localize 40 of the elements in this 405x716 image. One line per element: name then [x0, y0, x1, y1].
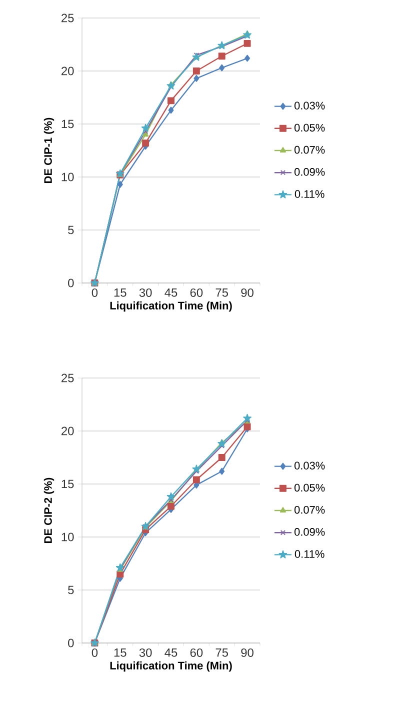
- legend-label: 0.03%: [294, 462, 325, 470]
- y-tick-label: 15: [62, 480, 74, 488]
- y-tick-label: 10: [62, 532, 74, 542]
- x-tick-label: 60: [190, 648, 203, 657]
- y-tick-label: 25: [62, 14, 74, 22]
- legend-label: 0.11%: [294, 550, 324, 558]
- x-tick-label: 0: [92, 288, 98, 297]
- legend-label: 0.11%: [294, 190, 324, 198]
- y-tick-label: 0: [68, 638, 74, 648]
- y-tick-label: 0: [68, 278, 74, 288]
- legend-label: 0.03%: [294, 102, 325, 110]
- x-tick-label: 15: [114, 648, 126, 657]
- y-tick-label: 25: [62, 374, 74, 382]
- x-axis-title: Liquification Time (Min): [110, 661, 232, 672]
- x-tick-label: 45: [164, 648, 178, 657]
- y-tick-label: 5: [68, 226, 74, 234]
- x-tick-label: 90: [241, 288, 254, 297]
- y-tick-label: 15: [62, 120, 74, 128]
- legend-label: 0.07%: [294, 506, 325, 514]
- x-tick-label: 45: [164, 288, 178, 297]
- legend-label: 0.07%: [294, 146, 325, 154]
- x-tick-label: 15: [114, 288, 126, 297]
- y-tick-label: 5: [68, 586, 74, 594]
- x-tick-label: 60: [190, 288, 203, 297]
- legend-label: 0.09%: [294, 168, 325, 176]
- x-tick-label: 30: [139, 288, 152, 297]
- y-tick-label: 10: [62, 172, 74, 182]
- legend-label: 0.09%: [294, 528, 325, 536]
- legend-label: 0.05%: [294, 484, 325, 492]
- y-tick-label: 20: [62, 66, 74, 76]
- x-tick-label: 0: [92, 648, 98, 657]
- y-axis-title: DE CIP-2 (%): [44, 478, 54, 543]
- x-axis-title: Liquification Time (Min): [110, 301, 232, 312]
- x-tick-label: 90: [241, 648, 254, 657]
- y-tick-label: 20: [62, 426, 74, 436]
- x-tick-label: 75: [216, 648, 228, 657]
- x-tick-label: 30: [139, 648, 152, 657]
- legend-label: 0.05%: [294, 124, 325, 132]
- x-tick-label: 75: [216, 288, 228, 297]
- y-axis-title: DE CIP-1 (%): [44, 118, 54, 183]
